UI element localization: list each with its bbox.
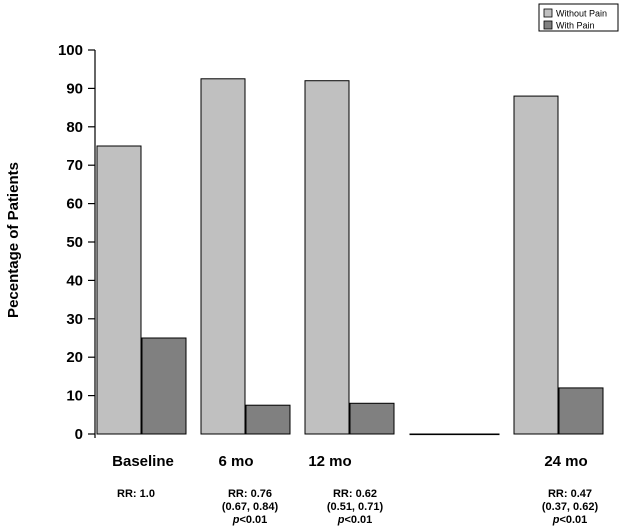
y-tick-label: 10 — [66, 388, 83, 405]
annotation-line: (0.67, 0.84) — [222, 501, 279, 513]
y-tick-label: 30 — [66, 311, 83, 328]
y-tick-label: 0 — [75, 426, 83, 443]
x-category-label: 12 mo — [308, 453, 351, 470]
y-axis: 0 10 20 30 40 50 60 70 80 90 100 — [58, 42, 96, 443]
x-category-label: Baseline — [112, 453, 174, 470]
annotation-line: (0.51, 0.71) — [327, 501, 384, 513]
annotation-line: RR: 0.76 — [228, 488, 272, 500]
annotation-line: RR: 0.47 — [548, 488, 592, 500]
legend-swatch — [543, 20, 553, 30]
legend-label: With Pain — [556, 21, 595, 31]
bar-without-pain — [200, 78, 246, 435]
x-category-label: 24 mo — [544, 453, 587, 470]
legend-swatch — [543, 8, 553, 18]
annotation-line: (0.37, 0.62) — [542, 501, 599, 513]
y-tick-label: 80 — [66, 119, 83, 136]
bar-with-pain — [454, 433, 500, 436]
bar-without-pain — [513, 95, 559, 435]
bar-without-pain — [409, 433, 455, 436]
bar-with-pain — [245, 404, 291, 435]
annotation-line: RR: 0.62 — [333, 488, 377, 500]
y-tick-label: 40 — [66, 272, 83, 289]
annotation-line: p<0.01 — [552, 514, 588, 526]
y-tick-label: 20 — [66, 349, 83, 366]
annotation-line: p<0.01 — [337, 514, 373, 526]
y-tick-label: 50 — [66, 234, 83, 251]
y-tick-label: 90 — [66, 80, 83, 97]
annotation-line: p<0.01 — [232, 514, 268, 526]
bars — [96, 78, 604, 436]
bar-without-pain — [304, 80, 350, 435]
bar-without-pain — [96, 145, 142, 435]
x-category-label: 6 mo — [218, 453, 253, 470]
annotation-line: RR: 1.0 — [117, 488, 155, 500]
y-tick-label: 100 — [58, 42, 83, 59]
bar-with-pain — [141, 337, 187, 435]
y-tick-label: 70 — [66, 157, 83, 174]
y-tick-label: 60 — [66, 196, 83, 213]
bar-with-pain — [349, 402, 395, 435]
y-axis-label: Pecentage of Patients — [5, 162, 22, 318]
x-axis-labels: Baseline 6 mo 12 mo 24 mo — [112, 453, 588, 470]
chart-legend: Without Pain With Pain — [538, 3, 619, 32]
bar-with-pain — [558, 387, 604, 435]
legend-label: Without Pain — [556, 9, 607, 19]
